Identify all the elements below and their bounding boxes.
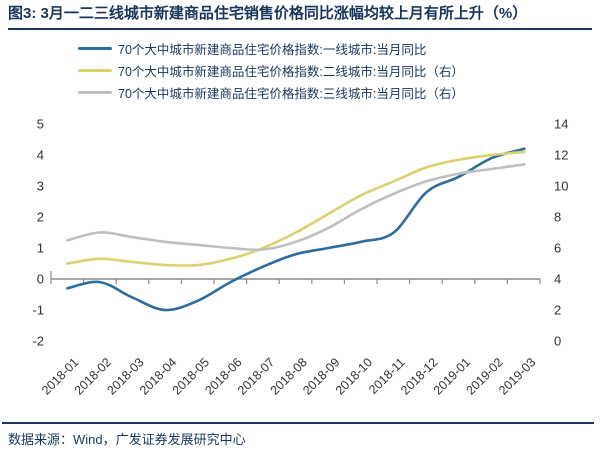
left-axis-tick-label: -1 [32,303,44,318]
legend-item-1: 70个大中城市新建商品住宅价格指数:一线城市:当月同比 [78,37,464,59]
figure-title: 图3: 3月一二三线城市新建商品住宅销售价格同比涨幅均较上月有所上升（%） [8,3,592,30]
data-source-note: 数据来源：Wind，广发证券发展研究中心 [8,432,246,447]
series-line-tier2 [66,150,526,267]
left-axis-tick-label: 1 [37,241,44,256]
legend-label: 70个大中城市新建商品住宅价格指数:二线城市:当月同比（右） [118,64,464,79]
series-line-tier3 [66,163,526,252]
footer-divider [2,422,594,424]
right-axis-tick-label: 10 [554,179,568,194]
legend-line-swatch [78,90,112,94]
right-axis-tick-label: 2 [554,303,561,318]
left-axis-tick-label: 4 [37,148,44,163]
left-axis-tick-label: -2 [32,334,44,349]
right-axis-tick-label: 8 [554,210,561,225]
right-axis-tick-label: 14 [554,117,568,132]
legend-label: 70个大中城市新建商品住宅价格指数:一线城市:当月同比 [118,42,427,57]
right-axis-tick-label: 4 [554,272,561,287]
line-chart: 543210-1-2141210864202018-012018-022018-… [32,117,568,398]
x-axis-month-label: 2018-10 [333,355,375,397]
legend-item-2: 70个大中城市新建商品住宅价格指数:二线城市:当月同比（右） [78,59,464,81]
legend-item-3: 70个大中城市新建商品住宅价格指数:三线城市:当月同比（右） [78,81,464,103]
legend-label: 70个大中城市新建商品住宅价格指数:三线城市:当月同比（右） [118,86,464,101]
x-axis-month-label: 2019-03 [496,355,538,397]
right-axis-tick-label: 0 [554,334,561,349]
legend-line-swatch [78,68,112,72]
right-axis-tick-label: 6 [554,241,561,256]
left-axis-tick-label: 0 [37,272,44,287]
series-line-tier1 [66,147,526,312]
left-axis-tick-label: 2 [37,210,44,225]
left-axis-tick-label: 5 [37,117,44,132]
right-axis-tick-label: 12 [554,148,568,163]
chart-legend: 70个大中城市新建商品住宅价格指数:一线城市:当月同比 70个大中城市新建商品住宅… [78,37,464,103]
left-axis-tick-label: 3 [37,179,44,194]
legend-line-swatch [78,46,112,50]
